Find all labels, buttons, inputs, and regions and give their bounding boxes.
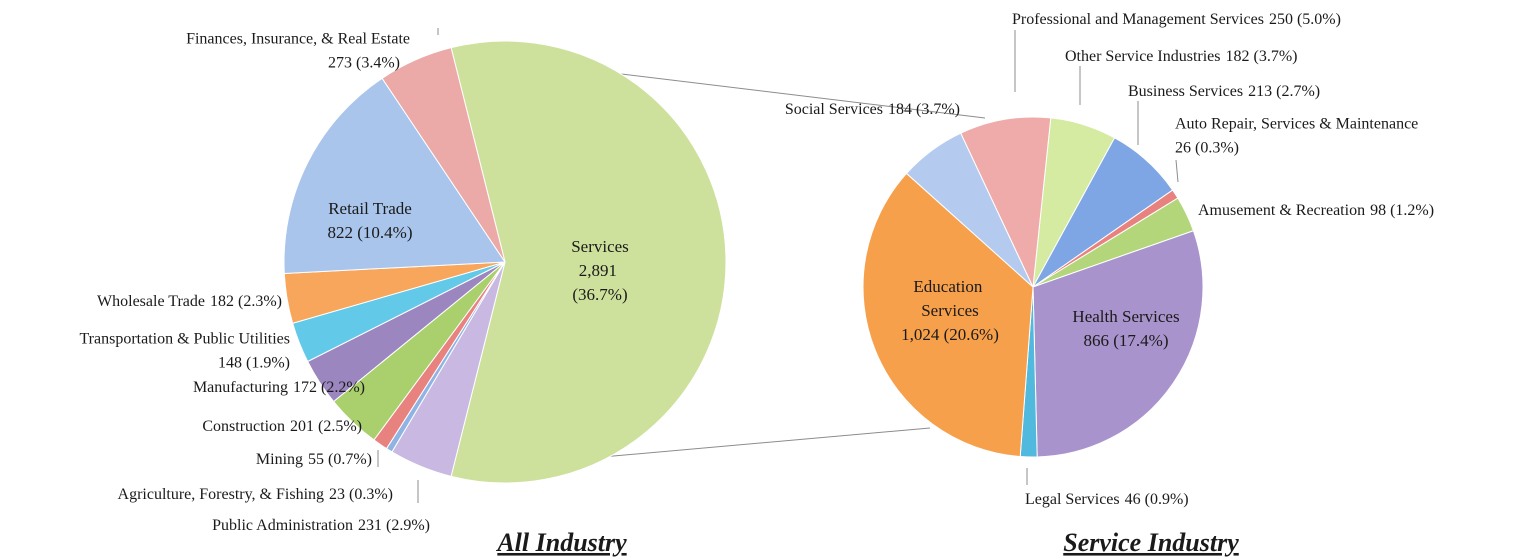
value-label: 250 (5.0%) (1269, 11, 1341, 28)
data-label: Professional and Management Services 250 … (1012, 11, 1341, 28)
data-label: Social Services 184 (3.7%) (785, 101, 960, 118)
chart-title: Service Industry (1063, 528, 1239, 557)
pie-slice (862, 172, 1034, 458)
category-label: Legal Services (1025, 491, 1120, 508)
category-label: Public Administration (212, 517, 353, 534)
value-label: 98 (1.2%) (1370, 202, 1434, 219)
pie-slice (1032, 230, 1204, 458)
category-label: Transportation & Public Utilities (79, 331, 290, 348)
value-label: 213 (2.7%) (1248, 83, 1320, 100)
pie-slice (960, 116, 1052, 289)
leader-line (1175, 159, 1179, 183)
value-label: 201 (2.5%) (290, 418, 362, 435)
category-label: Education Services (913, 277, 986, 320)
value-label: 273 (3.4%) (328, 55, 400, 72)
category-label: Other Service Industries (1065, 48, 1221, 65)
data-label: Amusement & Recreation 98 (1.2%) (1198, 202, 1434, 219)
category-label: Wholesale Trade (97, 293, 205, 310)
value-label: 1,024 (20.6%) (901, 325, 999, 344)
data-label: Public Administration 231 (2.9%) (212, 517, 430, 534)
value-label: 231 (2.9%) (358, 517, 430, 534)
pie-slice (381, 47, 506, 263)
data-label: Wholesale Trade 182 (2.3%) (97, 293, 282, 310)
data-label: Construction 201 (2.5%) (202, 418, 362, 435)
category-label: Social Services (785, 101, 883, 118)
category-label: Services (571, 237, 629, 256)
data-label: Legal Services 46 (0.9%) (1025, 491, 1189, 508)
data-label: Business Services 213 (2.7%) (1128, 83, 1320, 100)
category-label: Health Services (1072, 307, 1179, 326)
pie-slice (450, 40, 727, 484)
category-label: Manufacturing (193, 379, 288, 396)
data-label: Mining 55 (0.7%) (256, 451, 372, 468)
data-label: Other Service Industries 182 (3.7%) (1065, 48, 1298, 65)
value-label: 184 (3.7%) (888, 101, 960, 118)
category-label: Construction (202, 418, 285, 435)
value-label: 46 (0.9%) (1125, 491, 1189, 508)
value-label: 148 (1.9%) (218, 355, 290, 372)
value-label: 182 (2.3%) (210, 293, 282, 310)
value-label: 55 (0.7%) (308, 451, 372, 468)
pie-slice (283, 77, 506, 275)
category-label: Mining (256, 451, 303, 468)
chart-title: All Industry (495, 528, 627, 557)
category-label: Auto Repair, Services & Maintenance (1175, 116, 1418, 133)
value-label: 182 (3.7%) (1226, 48, 1298, 65)
category-label: Finances, Insurance, & Real Estate (186, 31, 410, 48)
category-label: Retail Trade (328, 199, 412, 218)
category-label: Agriculture, Forestry, & Fishing (118, 486, 325, 503)
value-label: 23 (0.3%) (329, 486, 393, 503)
value-label: 822 (10.4%) (328, 223, 413, 242)
category-label: Business Services (1128, 83, 1243, 100)
data-label: Agriculture, Forestry, & Fishing 23 (0.3%… (118, 486, 393, 503)
category-label: Amusement & Recreation (1198, 202, 1365, 219)
value-label: 26 (0.3%) (1175, 140, 1239, 157)
value-label: 172 (2.2%) (293, 379, 365, 396)
value-label: 2,891 (36.7%) (572, 261, 627, 304)
value-label: 866 (17.4%) (1084, 331, 1169, 350)
data-label: Manufacturing 172 (2.2%) (193, 379, 365, 396)
connector-line (587, 69, 986, 119)
category-label: Professional and Management Services (1012, 11, 1264, 28)
